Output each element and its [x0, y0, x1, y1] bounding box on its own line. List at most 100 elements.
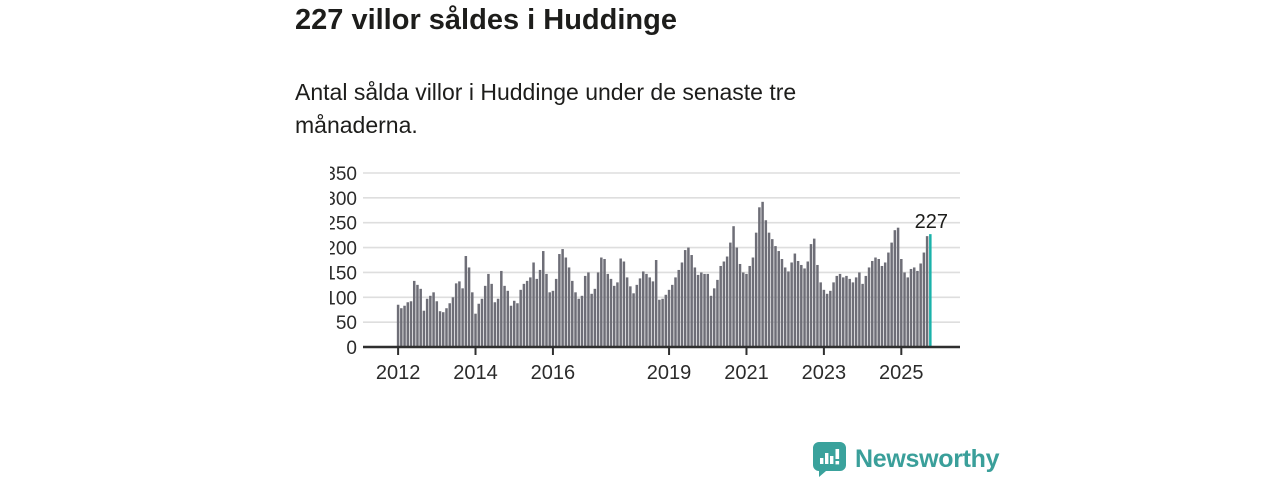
bar — [567, 267, 571, 347]
bar — [722, 261, 726, 347]
bar — [532, 262, 535, 347]
bar — [516, 303, 519, 347]
bar — [467, 267, 471, 347]
bar — [477, 303, 480, 347]
bar — [858, 272, 861, 347]
bar — [525, 280, 529, 347]
bar — [690, 255, 693, 347]
bar — [745, 273, 748, 347]
bar — [671, 284, 674, 347]
bar — [919, 263, 922, 347]
bar — [535, 278, 539, 347]
bar — [458, 281, 461, 347]
bar — [542, 251, 545, 347]
x-axis-year-label: 2021 — [724, 362, 769, 384]
bar — [674, 277, 677, 347]
x-axis-year-label: 2012 — [376, 362, 421, 384]
bar — [609, 278, 613, 347]
bar — [412, 280, 416, 347]
bar — [432, 292, 435, 347]
bar — [900, 259, 903, 347]
bar — [574, 292, 577, 347]
bar — [696, 274, 700, 347]
bar — [464, 256, 468, 347]
bar — [638, 278, 642, 347]
bar — [651, 281, 655, 347]
bar — [487, 273, 490, 347]
bar — [693, 267, 697, 347]
bar — [564, 257, 568, 347]
bar — [809, 244, 813, 347]
bar — [729, 242, 732, 347]
bar — [922, 252, 926, 347]
bar — [664, 294, 668, 347]
bar — [751, 257, 755, 347]
bar — [406, 302, 410, 347]
bar — [925, 236, 929, 347]
bar — [561, 249, 564, 347]
bar — [512, 300, 516, 347]
x-axis-year-label: 2019 — [647, 362, 692, 384]
bar — [871, 260, 874, 347]
bar — [451, 297, 455, 347]
bar — [442, 312, 445, 347]
highlighted-bar — [929, 234, 932, 347]
bar — [606, 273, 610, 347]
x-axis-year-label: 2016 — [531, 362, 576, 384]
chart-subtitle: Antal sålda villor i Huddinge under de s… — [295, 79, 797, 138]
bar — [616, 282, 619, 347]
bar — [529, 277, 532, 347]
bar — [642, 271, 645, 347]
bar — [429, 295, 432, 347]
y-axis-tick-label: 150 — [330, 263, 357, 284]
bar — [854, 277, 858, 347]
bar — [596, 272, 600, 347]
bar — [548, 292, 551, 347]
bar — [648, 277, 651, 347]
bar — [787, 271, 790, 347]
bar — [790, 262, 793, 347]
bar — [700, 272, 703, 347]
x-axis-year-label: 2014 — [453, 362, 498, 384]
bar — [471, 292, 474, 347]
bar — [519, 289, 522, 347]
bar — [396, 304, 400, 347]
y-axis-tick-label: 250 — [330, 214, 357, 235]
bar — [719, 265, 722, 347]
bar — [861, 283, 864, 347]
bar — [912, 267, 916, 347]
bar — [864, 275, 868, 347]
bar — [551, 290, 555, 347]
bar — [622, 261, 626, 347]
bar — [683, 250, 687, 347]
bar — [577, 298, 580, 347]
bar — [777, 251, 780, 347]
bar — [687, 247, 690, 347]
newsworthy-bubble-icon — [813, 442, 846, 477]
bar — [661, 298, 664, 347]
bar — [400, 308, 403, 347]
bar — [461, 288, 464, 347]
bar — [654, 260, 658, 347]
bar — [819, 282, 822, 347]
bar — [419, 288, 422, 347]
bar — [812, 238, 816, 347]
bar — [496, 298, 500, 347]
bar — [848, 278, 851, 347]
bar — [906, 277, 910, 347]
bar — [851, 282, 855, 347]
bar — [667, 289, 671, 347]
bar — [771, 239, 774, 347]
bar — [754, 232, 758, 347]
bar — [503, 285, 506, 347]
bar — [454, 283, 458, 347]
bar — [829, 290, 832, 347]
bar — [545, 273, 548, 347]
bar — [845, 275, 848, 347]
x-axis-year-label: 2025 — [879, 362, 924, 384]
y-axis-tick-label: 200 — [330, 239, 357, 260]
bar — [916, 270, 919, 347]
bar — [735, 247, 739, 347]
bar — [706, 273, 710, 347]
bar — [435, 301, 439, 347]
